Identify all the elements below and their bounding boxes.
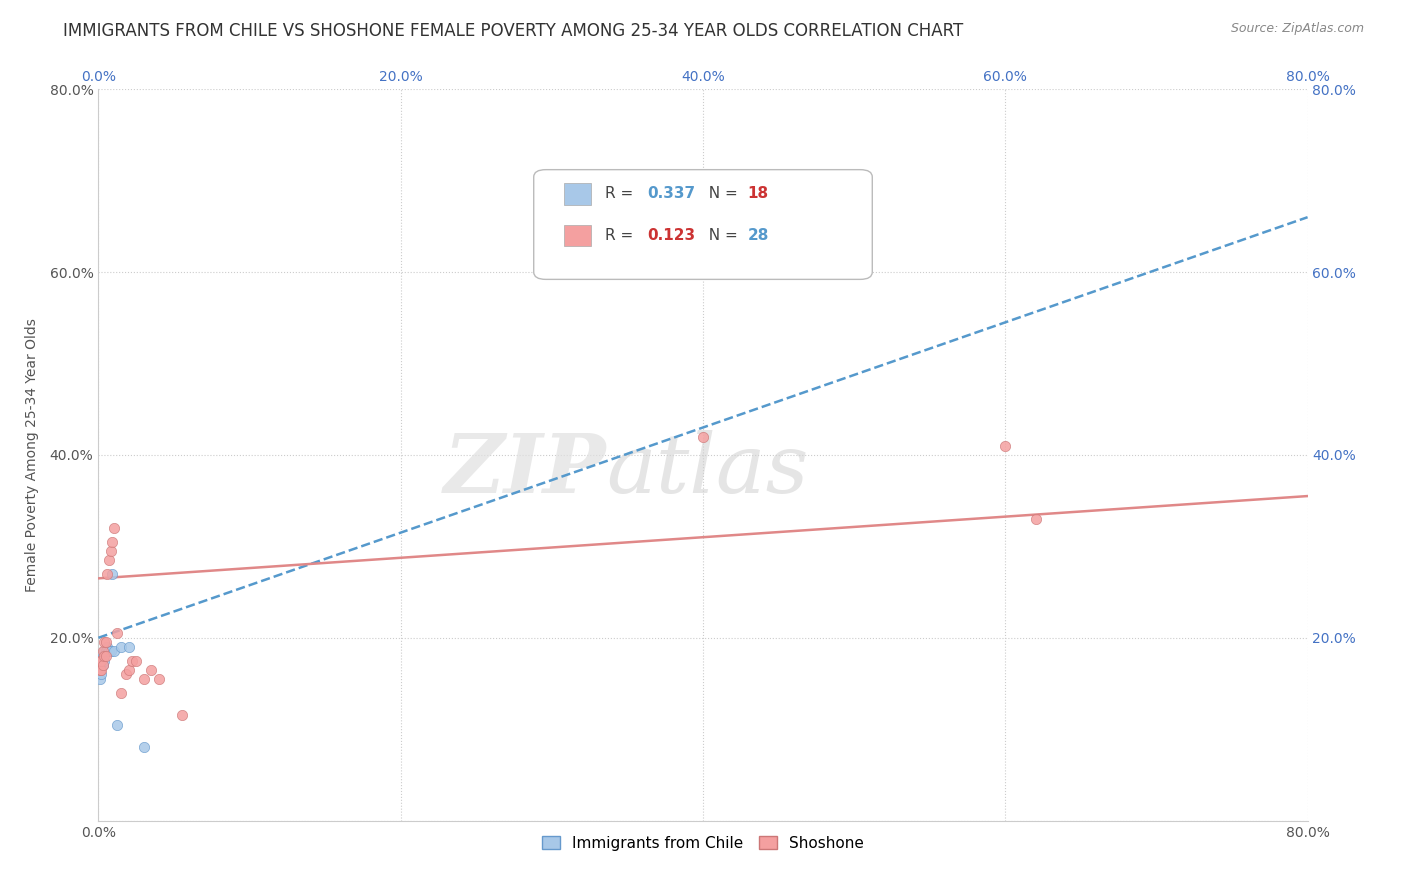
Point	[89, 672, 111, 686]
Text: Source: ZipAtlas.com: Source: ZipAtlas.com	[1230, 22, 1364, 36]
FancyBboxPatch shape	[564, 183, 591, 205]
Point	[94, 644, 117, 658]
Point	[89, 654, 111, 668]
Point	[90, 667, 112, 681]
Point	[110, 686, 132, 700]
Point	[105, 717, 128, 731]
Point	[105, 626, 128, 640]
Text: R =: R =	[605, 228, 638, 243]
Point	[1024, 512, 1046, 526]
Point	[96, 566, 118, 581]
Text: 28: 28	[748, 228, 769, 243]
Point	[125, 654, 148, 668]
Point	[91, 658, 114, 673]
Point	[101, 534, 124, 549]
Point	[101, 566, 124, 581]
FancyBboxPatch shape	[564, 225, 591, 246]
Point	[91, 644, 114, 658]
Text: IMMIGRANTS FROM CHILE VS SHOSHONE FEMALE POVERTY AMONG 25-34 YEAR OLDS CORRELATI: IMMIGRANTS FROM CHILE VS SHOSHONE FEMALE…	[63, 22, 963, 40]
Point	[96, 640, 118, 654]
Point	[132, 672, 155, 686]
Point	[93, 635, 115, 649]
Text: atlas: atlas	[606, 430, 808, 509]
Text: R =: R =	[605, 186, 638, 202]
Text: 0.123: 0.123	[647, 228, 696, 243]
Point	[100, 644, 122, 658]
Point	[170, 708, 193, 723]
Point	[118, 640, 141, 654]
Point	[91, 658, 114, 673]
Point	[100, 544, 122, 558]
Point	[94, 635, 117, 649]
Text: ZIP: ZIP	[444, 430, 606, 509]
Point	[89, 663, 111, 677]
Point	[94, 649, 117, 664]
Point	[90, 663, 112, 677]
Point	[90, 654, 112, 668]
Point	[98, 553, 121, 567]
Point	[141, 663, 163, 677]
Text: 18: 18	[748, 186, 769, 202]
Text: N =: N =	[699, 186, 742, 202]
Text: N =: N =	[699, 228, 742, 243]
Point	[114, 667, 136, 681]
Point	[103, 521, 125, 535]
FancyBboxPatch shape	[534, 169, 872, 279]
Text: 0.337: 0.337	[647, 186, 696, 202]
Legend: Immigrants from Chile, Shoshone: Immigrants from Chile, Shoshone	[536, 830, 870, 857]
Point	[93, 654, 115, 668]
Point	[121, 654, 143, 668]
Point	[91, 649, 114, 664]
Point	[90, 654, 112, 668]
Point	[118, 663, 141, 677]
Point	[692, 430, 714, 444]
Point	[148, 672, 170, 686]
Point	[103, 644, 125, 658]
Y-axis label: Female Poverty Among 25-34 Year Olds: Female Poverty Among 25-34 Year Olds	[24, 318, 38, 592]
Point	[89, 663, 111, 677]
Point	[994, 439, 1017, 453]
Point	[93, 649, 115, 664]
Point	[93, 644, 115, 658]
Point	[132, 740, 155, 755]
Point	[110, 640, 132, 654]
Point	[98, 644, 121, 658]
